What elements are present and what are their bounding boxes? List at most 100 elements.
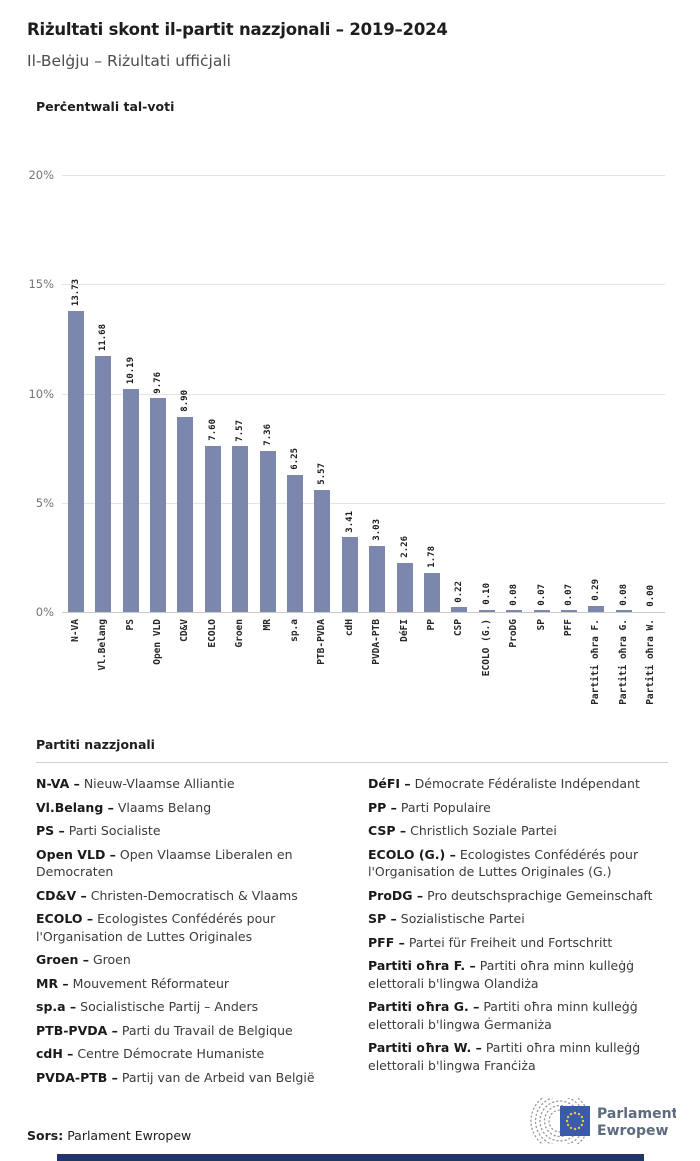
party-full-name: Partij van de Arbeid van België (121, 1069, 315, 1085)
bar (533, 610, 550, 612)
x-axis-label: PVDA-PTB (371, 619, 383, 665)
gridline-20 (62, 175, 665, 176)
bar (259, 450, 276, 612)
party-abbreviation: cdH – (36, 1046, 74, 1061)
bar (232, 446, 249, 612)
legend-entry: Partiti oħra G. – Partiti oħra minn kull… (368, 998, 668, 1033)
bar-slot: 5.57 PTB-PVDA (309, 175, 336, 665)
bar-value-label: 5.57 (317, 463, 328, 486)
x-axis-label: PFF (563, 619, 575, 637)
legend-entry: CSP – Christlich Soziale Partei (368, 822, 668, 840)
bar-value-label: 11.68 (98, 324, 109, 352)
bar-slot: 3.03 PVDA-PTB (363, 175, 390, 665)
bar-slot: 0.08 Partiti oħra G. (610, 175, 637, 705)
party-full-name: Socialistische Partij – Anders (80, 999, 259, 1014)
bar-value-label: 0.00 (646, 585, 657, 607)
bar-slot: 6.25 sp.a (281, 175, 308, 642)
bar-slot: 1.78 PP (418, 175, 445, 630)
legend-entry: ProDG – Pro deutschsprachige Gemeinschaf… (368, 887, 668, 905)
legend-entry: sp.a – Socialistische Partij – Anders (36, 998, 336, 1016)
bar (478, 609, 495, 612)
bar (451, 607, 468, 612)
legend-entry: MR – Mouvement Réformateur (36, 975, 336, 993)
bar-value-label: 8.90 (180, 390, 191, 413)
party-abbreviation: PP – (368, 799, 397, 815)
bar-slot: 9.76 Open VLD (144, 175, 171, 665)
gridline-15 (62, 284, 665, 286)
bar-slot: 7.60 ECOLO (199, 175, 226, 648)
bar-value-label: 10.19 (125, 356, 136, 384)
legend-entry: Groen – Groen (36, 951, 336, 969)
x-axis-label: N-VA (69, 619, 81, 642)
legend-divider (36, 762, 668, 763)
x-axis-label: CD&V (179, 619, 191, 642)
party-abbreviation: MR – (36, 975, 69, 991)
party-abbreviation: ECOLO (G.) – (368, 846, 456, 862)
x-axis-label: Vl.Belang (97, 619, 109, 671)
x-axis-label: MR (261, 619, 273, 631)
legend-entry: SP – Sozialistische Partei (368, 910, 668, 928)
bar (561, 610, 578, 612)
party-full-name: Parti Socialiste (68, 823, 161, 838)
bar (95, 356, 112, 612)
party-abbreviation: Groen – (36, 952, 89, 967)
x-axis-label: sp.a (288, 619, 300, 642)
party-abbreviation: DéFI – (368, 776, 411, 791)
bar-value-label: 0.07 (564, 583, 575, 606)
x-axis-label: Groen (234, 619, 246, 648)
legend-entry: Partiti oħra W. – Partiti oħra minn kull… (368, 1039, 668, 1074)
page-subtitle: Il-Belġju – Riżultati uffiċjali (27, 52, 231, 70)
legend-entry: Open VLD – Open Vlaamse Liberalen en Dem… (36, 846, 336, 881)
y-tick-label: 10% (28, 386, 54, 401)
legend-entry: ECOLO – Ecologistes Confédérés pour l'Or… (36, 910, 336, 945)
legend-column-left: N-VA – Nieuw-Vlaamse Alliantie Vl.Belang… (36, 775, 336, 1092)
legend-entry: Vl.Belang – Vlaams Belang (36, 799, 336, 817)
bar (122, 388, 139, 612)
party-abbreviation: PTB-PVDA – (36, 1022, 118, 1038)
party-abbreviation: sp.a – (36, 999, 77, 1014)
x-axis-label: Partiti oħra F. (590, 619, 602, 705)
party-full-name: Pro deutschsprachige Gemeinschaft (427, 887, 653, 903)
legend-entry: N-VA – Nieuw-Vlaamse Alliantie (36, 775, 336, 793)
party-abbreviation: Open VLD – (36, 846, 116, 862)
party-abbreviation: Vl.Belang – (36, 799, 114, 815)
legend-entry: Partiti oħra F. – Partiti oħra minn kull… (368, 957, 668, 992)
bar-slot: 7.36 MR (254, 175, 281, 630)
bar-value-label: 0.10 (481, 583, 492, 605)
page-title: Riżultati skont il-partit nazzjonali – 2… (27, 20, 448, 39)
party-abbreviation: ProDG – (368, 887, 424, 903)
legend-heading: Partiti nazzjonali (36, 737, 155, 752)
party-abbreviation: CSP – (368, 823, 407, 838)
x-axis-label: SP (535, 619, 547, 631)
party-abbreviation: CD&V – (36, 887, 87, 903)
party-full-name: Open Vlaamse Liberalen en Democraten (36, 846, 293, 880)
bar-value-label: 9.76 (152, 371, 163, 394)
party-full-name: Partiti oħra minn kulleġġ elettorali b'l… (368, 999, 638, 1032)
x-axis-label: Partiti oħra G. (617, 619, 629, 705)
party-full-name: Ecologistes Confédérés pour l'Organisati… (36, 911, 276, 944)
party-full-name: Groen (92, 952, 131, 967)
bar-chart: 20% 15% 10% 5% 0% 13.73 N-VA 11.68 Vl.Be… (28, 168, 665, 705)
party-full-name: Ecologistes Confédérés pour l'Organisati… (368, 846, 639, 880)
y-tick-label: 20% (28, 168, 54, 182)
party-full-name: Partiti oħra minn kulleġġ elettorali b'l… (368, 958, 635, 991)
bar-slot: 0.29 Partiti oħra F. (583, 175, 610, 705)
bar-slot: 8.90 CD&V (172, 175, 199, 642)
bar-value-label: 2.26 (399, 535, 410, 558)
x-axis-label: cdH (343, 619, 355, 637)
party-full-name: Centre Démocrate Humaniste (77, 1046, 265, 1061)
logo-text-line2: Ewropew (597, 1123, 669, 1139)
x-axis-label: Partiti oħra W. (645, 619, 657, 705)
bar-value-label: 6.25 (289, 448, 300, 471)
x-axis-label: ECOLO (206, 619, 218, 648)
legend-entry: cdH – Centre Démocrate Humaniste (36, 1045, 336, 1063)
bar (177, 417, 194, 612)
x-axis-label: PTB-PVDA (316, 619, 328, 665)
gridline-5 (62, 502, 665, 504)
party-full-name: Parti Populaire (400, 799, 491, 815)
party-abbreviation: Partiti oħra W. – (368, 1040, 482, 1055)
bar (423, 573, 440, 612)
bar-value-label: 1.78 (426, 546, 437, 569)
bar-value-label: 0.08 (509, 583, 520, 606)
legend-entry: PFF – Partei für Freiheit und Fortschrit… (368, 934, 668, 952)
